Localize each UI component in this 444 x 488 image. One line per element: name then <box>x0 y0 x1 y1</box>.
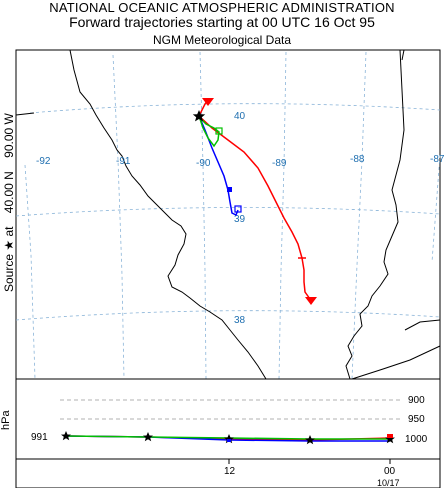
pressure-level-label: 900 <box>408 395 425 406</box>
longitude-label: -89 <box>272 158 287 169</box>
header-title: Forward trajectories starting at 00 UTC … <box>69 14 375 30</box>
longitude-label: -88 <box>350 154 365 165</box>
green-trajectory-path <box>198 115 220 148</box>
time-axis-ticks <box>228 459 391 464</box>
trajectory-paths <box>198 99 311 300</box>
pressure-gridlines <box>60 399 400 420</box>
red-trajectory-end-triangle-icon <box>305 297 317 305</box>
vertical-12h-star-icon <box>143 432 153 442</box>
state-border-ohio-river <box>351 345 441 380</box>
longitude-label: -92 <box>36 156 51 167</box>
vertical-18h-star-icon <box>224 434 234 444</box>
pressure-level-label: 950 <box>408 414 425 425</box>
latitude-label: 39 <box>234 214 246 225</box>
vertical-24h-star-icon <box>305 435 315 445</box>
map-graticule <box>15 51 441 380</box>
time-tick-label: 00 <box>384 466 396 477</box>
date-tick-label: 10/17 <box>377 478 400 488</box>
map-frame <box>15 49 441 380</box>
longitude-line <box>199 51 207 380</box>
red-trajectory-path <box>198 115 311 300</box>
blue-vertical-end-marker <box>227 439 231 442</box>
state-border-kentucky <box>404 319 441 331</box>
longitude-line <box>278 51 287 380</box>
map-labels: 40 39 38 -92 -91 -90 -89 -88 -87 <box>36 111 444 326</box>
state-border-wabash-river <box>345 49 405 380</box>
blue-trajectory-end-square-icon <box>234 205 242 213</box>
red-trajectory-end-triangle-icon <box>202 98 214 106</box>
latitude-label: 40 <box>234 111 246 122</box>
pressure-labels: 900 950 1000 991 <box>31 395 428 445</box>
longitude-line <box>351 51 367 380</box>
red-vertical-end-marker <box>387 434 393 438</box>
vertical-profile-markers <box>61 431 395 445</box>
header-agency: NATIONAL OCEANIC ATMOSPHERIC ADMINISTRAT… <box>49 0 395 15</box>
latitude-label: 38 <box>234 315 246 326</box>
blue-trajectory-marker-square-icon <box>227 187 232 192</box>
latitude-line <box>15 207 441 217</box>
map-borders <box>15 49 441 380</box>
time-axis-frame <box>15 458 441 488</box>
trajectory-markers <box>192 98 317 305</box>
longitude-line <box>24 164 36 380</box>
longitude-label: -87 <box>430 154 444 165</box>
source-star-icon <box>192 110 206 122</box>
header-data-source: NGM Meteorological Data <box>152 33 292 47</box>
state-border-indiana <box>401 49 405 61</box>
state-border-iowa-missouri <box>15 112 35 116</box>
longitude-line <box>431 154 441 263</box>
time-tick-label: 12 <box>224 466 236 477</box>
state-border-mississippi-river <box>69 49 267 380</box>
longitude-label: -90 <box>196 158 211 169</box>
longitude-label: -91 <box>116 156 131 167</box>
latitude-line <box>15 310 441 321</box>
green-trajectory-end-square-icon <box>215 127 223 135</box>
vertical-end-star-icon <box>385 434 395 444</box>
longitude-line <box>112 54 125 380</box>
vertical-start-star-icon <box>61 431 71 441</box>
pressure-level-label: 1000 <box>405 434 428 445</box>
time-axis-labels: 12 00 10/17 <box>224 466 400 488</box>
latitude-line <box>29 103 441 114</box>
start-pressure-label: 991 <box>31 432 48 443</box>
